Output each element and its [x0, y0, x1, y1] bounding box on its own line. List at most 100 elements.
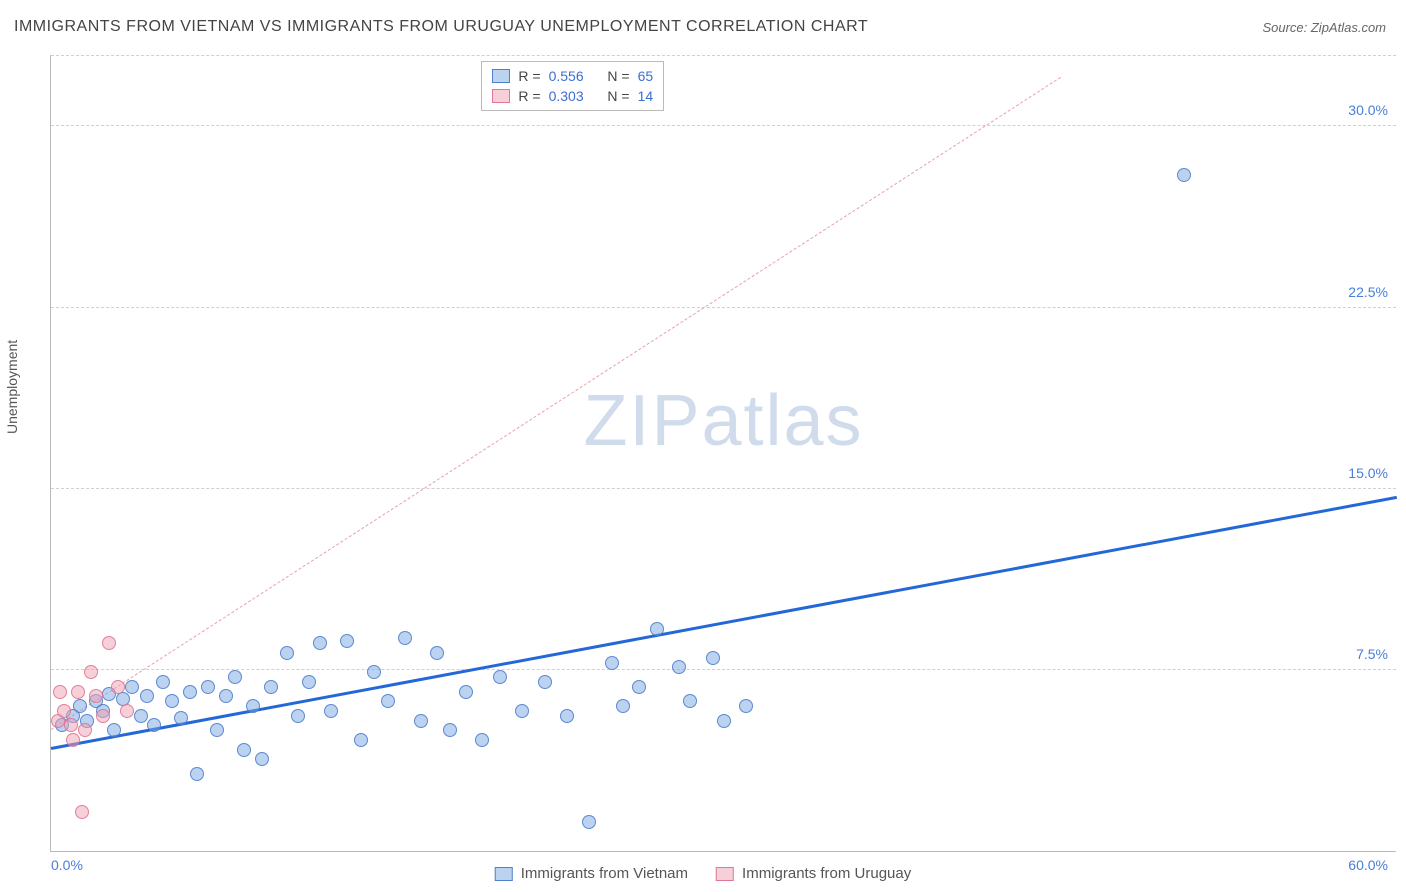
source-label: Source: ZipAtlas.com	[1262, 20, 1386, 35]
data-point	[493, 670, 507, 684]
legend-row: R = 0.556 N = 65	[492, 66, 653, 86]
data-point	[302, 675, 316, 689]
data-point	[367, 665, 381, 679]
data-point	[739, 699, 753, 713]
data-point	[84, 665, 98, 679]
data-point	[414, 714, 428, 728]
data-point	[538, 675, 552, 689]
data-point	[102, 636, 116, 650]
data-point	[73, 699, 87, 713]
data-point	[650, 622, 664, 636]
data-point	[64, 718, 78, 732]
data-point	[75, 805, 89, 819]
data-point	[706, 651, 720, 665]
gridline	[51, 55, 1396, 56]
data-point	[111, 680, 125, 694]
data-point	[605, 656, 619, 670]
y-tick-label: 30.0%	[1348, 102, 1388, 118]
gridline	[51, 669, 1396, 670]
data-point	[147, 718, 161, 732]
data-point	[246, 699, 260, 713]
data-point	[237, 743, 251, 757]
data-point	[120, 704, 134, 718]
data-point	[313, 636, 327, 650]
chart-container: IMMIGRANTS FROM VIETNAM VS IMMIGRANTS FR…	[0, 0, 1406, 892]
data-point	[66, 733, 80, 747]
x-tick-label: 60.0%	[1348, 857, 1388, 873]
legend-row: R = 0.303 N = 14	[492, 86, 653, 106]
data-point	[71, 685, 85, 699]
r-label: R =	[518, 68, 540, 84]
data-point	[459, 685, 473, 699]
gridline	[51, 488, 1396, 489]
legend-label: Immigrants from Uruguay	[742, 865, 911, 882]
y-tick-label: 22.5%	[1348, 284, 1388, 300]
correlation-legend: R = 0.556 N = 65 R = 0.303 N = 14	[481, 61, 664, 111]
data-point	[156, 675, 170, 689]
data-point	[107, 723, 121, 737]
data-point	[324, 704, 338, 718]
swatch-icon	[492, 89, 510, 103]
data-point	[183, 685, 197, 699]
data-point	[582, 815, 596, 829]
data-point	[165, 694, 179, 708]
data-point	[291, 709, 305, 723]
data-point	[89, 689, 103, 703]
data-point	[717, 714, 731, 728]
data-point	[616, 699, 630, 713]
gridline	[51, 125, 1396, 126]
gridline	[51, 307, 1396, 308]
r-label: R =	[518, 88, 540, 104]
data-point	[381, 694, 395, 708]
plot-area: ZIPatlas 7.5%15.0%22.5%30.0%0.0%60.0%R =…	[50, 55, 1396, 852]
data-point	[57, 704, 71, 718]
legend-item-uruguay: Immigrants from Uruguay	[716, 865, 911, 882]
trend-line	[51, 77, 1061, 730]
data-point	[398, 631, 412, 645]
y-tick-label: 15.0%	[1348, 465, 1388, 481]
data-point	[280, 646, 294, 660]
data-point	[683, 694, 697, 708]
data-point	[255, 752, 269, 766]
n-value: 14	[638, 88, 654, 104]
legend-item-vietnam: Immigrants from Vietnam	[495, 865, 688, 882]
data-point	[443, 723, 457, 737]
data-point	[174, 711, 188, 725]
watermark-text: ZIPatlas	[583, 380, 863, 462]
swatch-icon	[492, 69, 510, 83]
data-point	[515, 704, 529, 718]
legend-label: Immigrants from Vietnam	[521, 865, 688, 882]
data-point	[78, 723, 92, 737]
data-point	[264, 680, 278, 694]
data-point	[53, 685, 67, 699]
data-point	[201, 680, 215, 694]
r-value: 0.303	[549, 88, 584, 104]
y-axis-label: Unemployment	[4, 340, 20, 434]
y-tick-label: 7.5%	[1356, 646, 1388, 662]
data-point	[632, 680, 646, 694]
legend-bottom: Immigrants from Vietnam Immigrants from …	[495, 865, 912, 882]
data-point	[475, 733, 489, 747]
data-point	[1177, 168, 1191, 182]
swatch-icon	[495, 867, 513, 881]
n-value: 65	[638, 68, 654, 84]
data-point	[190, 767, 204, 781]
data-point	[125, 680, 139, 694]
data-point	[96, 709, 110, 723]
data-point	[219, 689, 233, 703]
data-point	[560, 709, 574, 723]
data-point	[430, 646, 444, 660]
data-point	[340, 634, 354, 648]
r-value: 0.556	[549, 68, 584, 84]
data-point	[210, 723, 224, 737]
chart-title: IMMIGRANTS FROM VIETNAM VS IMMIGRANTS FR…	[14, 18, 868, 36]
x-tick-label: 0.0%	[51, 857, 83, 873]
data-point	[134, 709, 148, 723]
data-point	[140, 689, 154, 703]
n-label: N =	[607, 88, 629, 104]
swatch-icon	[716, 867, 734, 881]
data-point	[672, 660, 686, 674]
data-point	[354, 733, 368, 747]
n-label: N =	[607, 68, 629, 84]
data-point	[228, 670, 242, 684]
